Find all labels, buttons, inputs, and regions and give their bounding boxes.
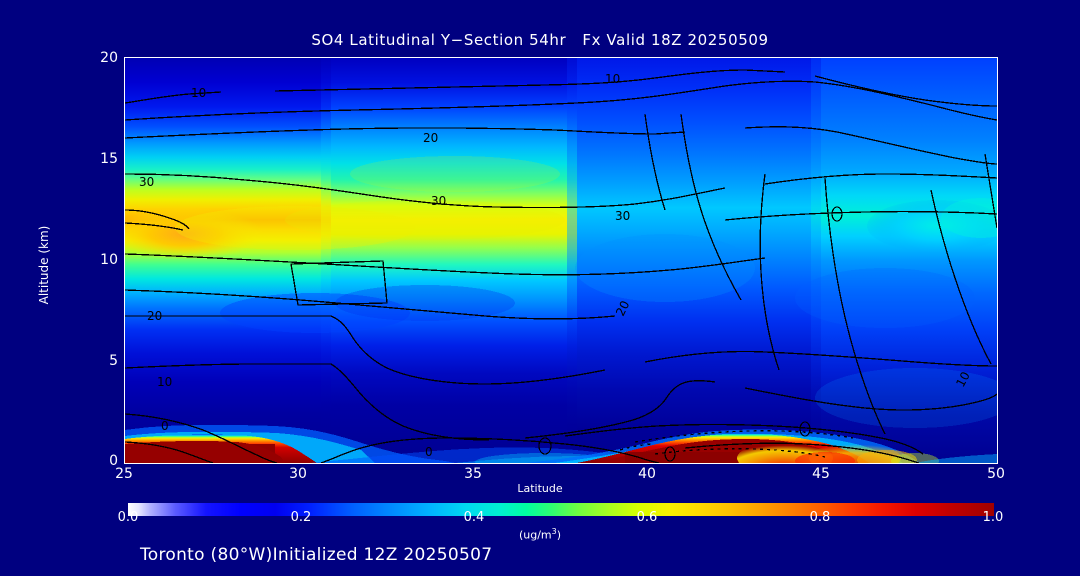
svg-text:20: 20 [613,298,632,318]
svg-text:30: 30 [139,175,154,189]
svg-text:10: 10 [157,375,172,389]
y-axis-title: Altitude (km) [37,225,51,305]
colorbar-tick-2: 0.4 [463,510,485,525]
colorbar-units-exponent: 3 [551,527,557,536]
colorbar-tick-1: 0.2 [290,510,312,525]
colorbar [128,503,994,516]
svg-text:10: 10 [191,86,206,100]
svg-text:0: 0 [425,445,433,459]
cross-section-plot: 10 20 30 30 10 20 30 10 10 20 0 0 [124,57,998,464]
y-tick-5: 5 [109,353,118,369]
svg-text:10: 10 [953,369,973,389]
svg-text:20: 20 [423,131,438,145]
y-tick-0: 0 [109,453,118,469]
svg-text:20: 20 [147,309,162,323]
svg-text:30: 30 [615,209,630,223]
x-tick-30: 30 [289,466,307,482]
y-tick-20: 20 [100,50,118,66]
y-axis-ticks: 20 15 10 5 0 [78,0,118,576]
plot-field: 10 20 30 30 10 20 30 10 10 20 0 0 [125,58,997,463]
x-axis-title: Latitude [517,482,563,495]
x-tick-45: 45 [812,466,830,482]
colorbar-tick-0: 0.0 [117,510,139,525]
y-tick-10: 10 [100,252,118,268]
colorbar-tick-4: 0.8 [809,510,831,525]
colorbar-units-text: (ug/m [518,528,552,542]
colorbar-tick-5: 1.0 [982,510,1004,525]
y-tick-15: 15 [100,151,118,167]
colorbar-units-paren: ) [556,528,562,542]
x-tick-25: 25 [115,466,133,482]
svg-text:10: 10 [605,72,620,86]
page-title: SO4 Latitudinal Y−Section 54hr Fx Valid … [311,31,769,49]
x-tick-50: 50 [987,466,1005,482]
colorbar-tick-3: 0.6 [636,510,658,525]
colorbar-units: (ug/m3) [0,527,1080,542]
x-tick-35: 35 [464,466,482,482]
x-tick-40: 40 [638,466,656,482]
svg-text:30: 30 [431,194,446,208]
footer-caption: Toronto (80°W)Initialized 12Z 20250507 [140,545,493,565]
svg-text:0: 0 [161,419,169,433]
